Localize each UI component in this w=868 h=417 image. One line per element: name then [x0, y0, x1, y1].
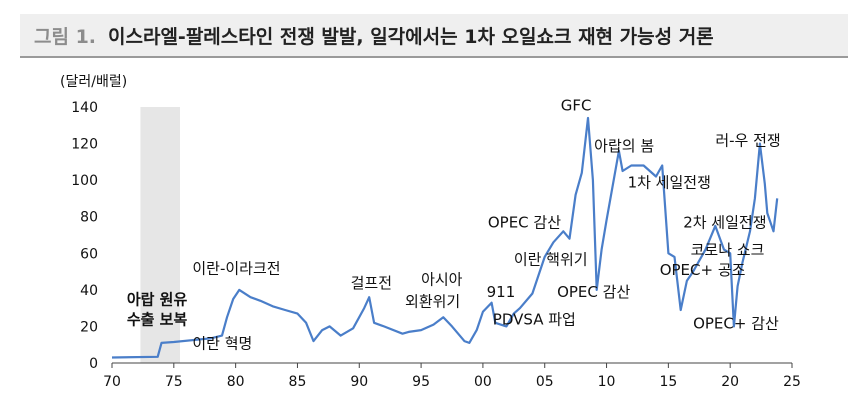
x-tick-label: 90: [350, 374, 368, 390]
annotation-label: OPEC 감산: [488, 214, 561, 232]
annotation-label: 이란-이라크전: [192, 259, 280, 277]
y-tick-label: 20: [80, 319, 98, 335]
annotation-label: OPEC+ 공조: [660, 261, 746, 279]
annotation-label: 걸프전: [351, 274, 392, 292]
y-axis-label: (달러/배럴): [60, 74, 127, 90]
y-axis: 0 20 40 60 80 100 120 140: [71, 100, 98, 372]
figure-label: 그림 1.: [34, 25, 97, 48]
figure-title: 이스라엘-팔레스타인 전쟁 발발, 일각에서는 1차 오일쇼크 재현 가능성 거…: [108, 25, 714, 48]
x-tick-label: 25: [783, 374, 801, 390]
annotation-label: 911: [487, 283, 516, 301]
shaded-period: [140, 107, 180, 363]
y-tick-label: 100: [71, 173, 98, 189]
x-tick-label: 00: [474, 374, 492, 390]
x-axis: 70 75 80 85 90 95 00 05 10 15 20 25: [103, 362, 801, 390]
y-tick-label: 0: [89, 356, 98, 372]
annotation-label: 1차 세일전쟁: [628, 173, 711, 191]
annotation-label: PDVSA 파업: [493, 311, 576, 329]
annotation-label: OPEC+ 감산: [693, 314, 779, 332]
annotation-label: 수출 보복: [127, 311, 188, 329]
x-tick-label: 70: [103, 374, 121, 390]
x-tick-label: 85: [289, 374, 307, 390]
x-tick-label: 10: [598, 374, 616, 390]
annotation-label: 이란 혁명: [192, 334, 252, 352]
x-tick-label: 20: [721, 374, 739, 390]
annotation-label: 코로나 쇼크: [691, 241, 765, 259]
annotation-label: 러-우 전쟁: [715, 131, 780, 149]
annotation-label: 아랍 원유: [127, 290, 188, 308]
y-tick-label: 80: [80, 210, 98, 226]
y-tick-label: 60: [80, 246, 98, 262]
annotation-label: 외환위기: [405, 292, 460, 310]
annotation-label: 아랍의 봄: [594, 137, 654, 155]
x-tick-label: 95: [412, 374, 430, 390]
figure-header: 그림 1. 이스라엘-팔레스타인 전쟁 발발, 일각에서는 1차 오일쇼크 재현…: [20, 14, 848, 58]
x-tick-label: 15: [659, 374, 677, 390]
annotation-label: 이란 핵위기: [514, 250, 588, 268]
annotation-label: 2차 세일전쟁: [683, 214, 766, 232]
annotation-label: OPEC 감산: [557, 283, 630, 301]
x-tick-label: 80: [227, 374, 245, 390]
annotation-label: 아시아: [421, 270, 463, 288]
y-tick-label: 40: [80, 283, 98, 299]
x-tick-label: 75: [165, 374, 183, 390]
x-tick-label: 05: [536, 374, 554, 390]
annotation-label: GFC: [561, 97, 592, 115]
y-tick-label: 140: [71, 100, 98, 116]
y-tick-label: 120: [71, 137, 98, 153]
series-line: [111, 116, 779, 359]
